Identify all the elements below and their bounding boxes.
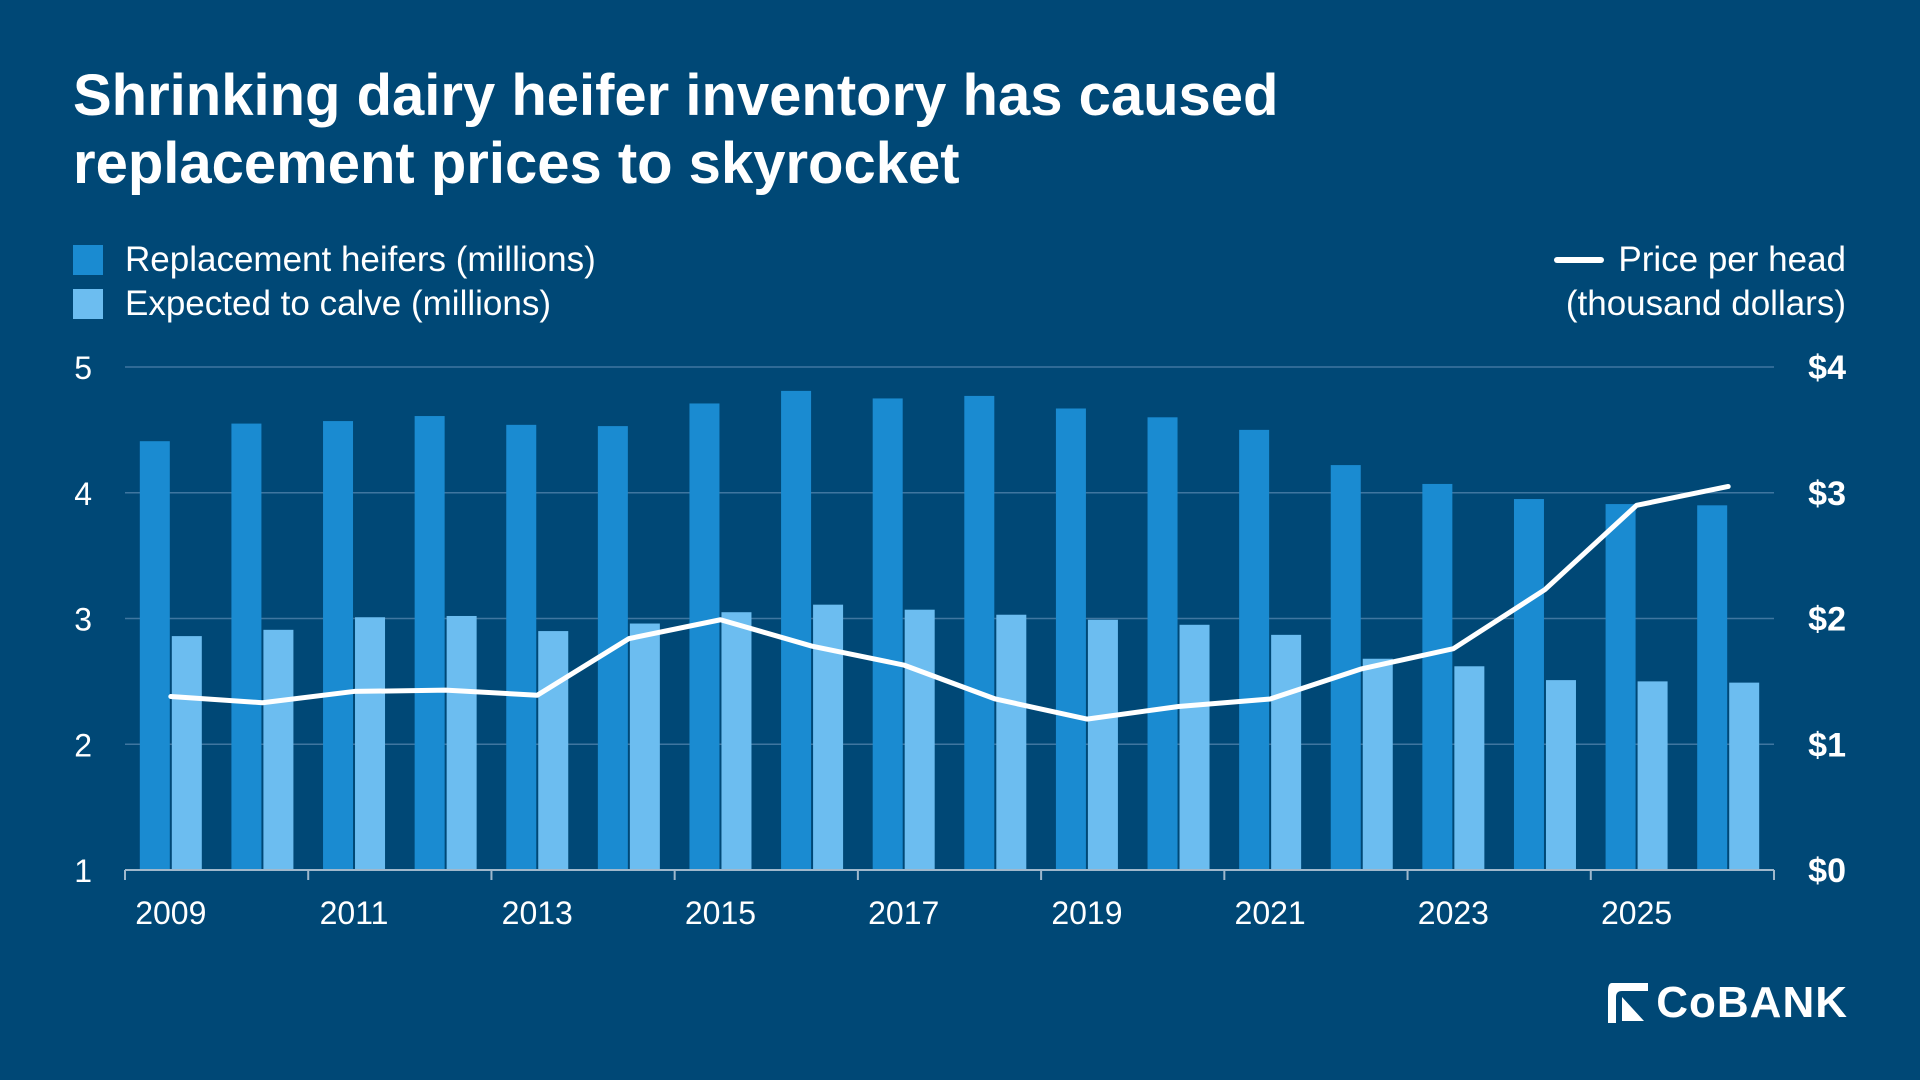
x-axis-tick-label: 2013 [502,895,573,931]
bar-calve-2018 [996,614,1027,870]
x-axis-tick-label: 2017 [868,895,939,931]
right-axis-tick-label: $0 [1808,852,1846,890]
legend-swatch-replacement [73,245,103,275]
legend-item-replacement: Replacement heifers (millions) [73,238,596,282]
legend-item-calve: Expected to calve (millions) [73,282,596,326]
left-axis-tick-label: 2 [74,727,92,763]
legend-label-replacement: Replacement heifers (millions) [125,240,596,279]
left-axis-tick-label: 3 [74,602,92,638]
bar-calve-2012 [446,615,477,870]
bar-calve-2023 [1454,666,1485,870]
bar-replacement-2012 [414,416,445,870]
right-axis-tick-label: $2 [1808,601,1846,639]
cobank-logo: CoBANK [1604,978,1848,1028]
bar-calve-2014 [629,623,660,870]
bar-calve-2026 [1729,682,1760,870]
right-axis-tick-label: $3 [1808,475,1846,513]
left-axis-tick-label: 5 [74,350,92,386]
right-axis-tick-label: $4 [1808,349,1846,387]
cobank-logo-text: CoBANK [1656,978,1848,1027]
bar-calve-2020 [1179,624,1210,870]
chart-title-line-1: Shrinking dairy heifer inventory has cau… [73,63,1279,128]
cobank-logo-icon [1608,983,1649,1023]
chart-title-line-2: replacement prices to skyrocket [73,131,960,196]
bars [139,390,1760,870]
x-axis-tick-label: 2011 [320,895,389,931]
bar-replacement-2009 [139,441,170,870]
x-axis-tick-label: 2015 [685,895,756,931]
bar-calve-2015 [721,612,752,870]
bar-replacement-2010 [231,423,262,870]
price-line-layer [168,483,1731,722]
legend-line: Price per head (thousand dollars) [1554,238,1846,326]
x-axis-tick-label: 2021 [1235,895,1306,931]
bar-replacement-2017 [872,398,903,870]
bar-replacement-2023 [1422,483,1453,870]
bar-replacement-2016 [781,390,812,870]
bar-calve-2024 [1545,680,1576,870]
left-axis-tick-label: 1 [74,853,92,889]
bar-replacement-2025 [1605,504,1636,870]
bar-replacement-2022 [1330,465,1361,870]
axes: 1 $0 2 $1 3 $2 4 $3 5 $4 2009 2011 2013 2015 2017 2019 2… [74,349,1846,931]
legend-label-calve: Expected to calve (millions) [125,284,551,323]
bar-calve-2019 [1087,619,1118,870]
legend-swatch-calve [73,289,103,319]
bar-calve-2013 [538,631,569,870]
bar-replacement-2020 [1147,417,1178,870]
x-axis-tick-label: 2025 [1601,895,1672,931]
bar-calve-2017 [904,609,935,870]
chart-title: Shrinking dairy heifer inventory has cau… [73,62,1473,198]
right-axis-tick-label: $1 [1808,726,1846,764]
bar-calve-2025 [1637,681,1668,870]
bar-replacement-2015 [689,403,720,870]
bar-replacement-2011 [323,421,354,870]
bar-calve-2011 [355,617,386,870]
left-axis-tick-label: 4 [74,476,92,512]
bar-calve-2016 [813,604,844,870]
bar-replacement-2026 [1697,505,1728,870]
bar-replacement-2019 [1055,408,1086,870]
bar-calve-2022 [1362,658,1393,870]
legend-item-price: Price per head [1554,238,1846,282]
bar-calve-2021 [1271,634,1302,870]
x-axis-tick-label: 2023 [1418,895,1489,931]
bar-replacement-2013 [506,424,537,870]
x-axis-tick-label: 2009 [135,895,206,931]
legend-bars: Replacement heifers (millions) Expected … [73,238,596,326]
bar-calve-2010 [263,629,294,870]
legend-swatch-price [1554,257,1605,263]
bar-replacement-2018 [964,395,995,870]
bar-replacement-2021 [1239,429,1270,870]
legend-label-price-unit: (thousand dollars) [1565,284,1846,323]
bar-calve-2009 [171,636,202,870]
bar-replacement-2024 [1513,499,1544,870]
legend-label-price: Price per head [1618,240,1846,279]
price-line [168,483,1731,722]
x-axis-tick-label: 2019 [1051,895,1122,931]
